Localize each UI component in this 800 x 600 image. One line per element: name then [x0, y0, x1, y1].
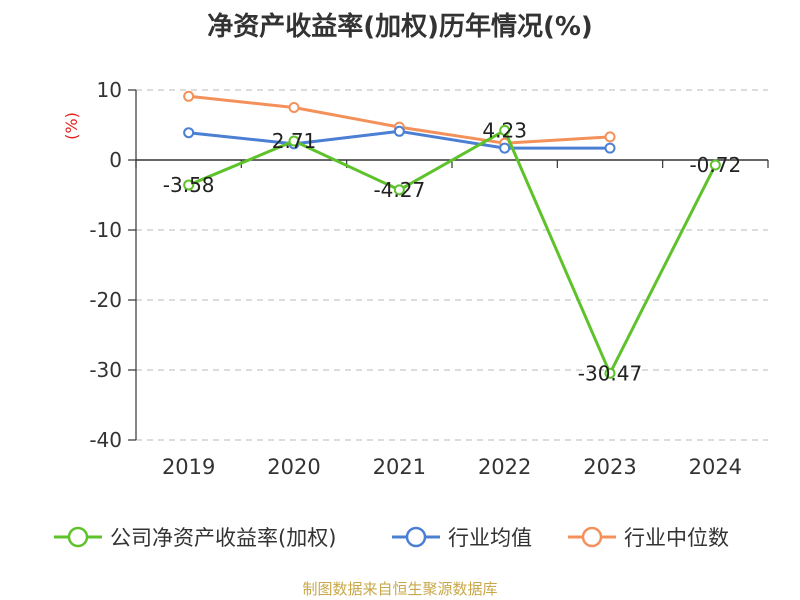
data-point	[604, 367, 616, 379]
data-label: -4.27	[373, 178, 425, 202]
data-point	[288, 135, 300, 147]
legend-marker-icon	[568, 526, 616, 548]
y-axis-label: (%)	[62, 112, 81, 140]
data-point	[499, 142, 511, 154]
x-tick-label: 2024	[689, 455, 742, 479]
data-point	[393, 184, 405, 196]
legend-label: 行业中位数	[624, 526, 729, 550]
series-line	[188, 128, 717, 375]
legend-item[interactable]: 行业均值	[392, 520, 532, 554]
chart-title: 净资产收益率(加权)历年情况(%)	[207, 12, 593, 42]
y-tick-label: -10	[89, 218, 122, 242]
data-point	[604, 131, 616, 143]
data-label: -0.72	[689, 153, 741, 177]
x-tick-label: 2023	[583, 455, 636, 479]
x-tick-label: 2022	[478, 455, 531, 479]
y-tick-label: -20	[89, 288, 122, 312]
y-tick-label: 10	[97, 78, 122, 102]
legend-marker-icon	[54, 526, 102, 548]
data-label: -30.47	[578, 361, 642, 385]
data-label: 2.71	[272, 129, 317, 153]
data-label: 4.23	[482, 118, 527, 142]
data-point	[604, 142, 616, 154]
data-point	[499, 124, 511, 136]
y-tick-label: 0	[109, 148, 122, 172]
legend-label: 行业均值	[448, 526, 532, 550]
source-note: 制图数据来自恒生聚源数据库	[302, 580, 498, 598]
legend-marker-icon	[392, 526, 440, 548]
x-tick-label: 2021	[373, 455, 426, 479]
data-label: -3.58	[163, 173, 215, 197]
data-point	[183, 179, 195, 191]
legend-item[interactable]: 行业中位数	[568, 520, 729, 554]
data-point	[709, 159, 721, 171]
legend-item[interactable]: 公司净资产收益率(加权)	[54, 520, 336, 554]
data-point	[183, 127, 195, 139]
legend: 公司净资产收益率(加权) 行业均值 行业中位数	[0, 520, 800, 554]
data-point	[393, 125, 405, 137]
y-tick-label: -30	[89, 358, 122, 382]
data-point	[288, 102, 300, 113]
x-tick-label: 2019	[162, 455, 215, 479]
data-point	[183, 90, 195, 102]
y-tick-label: -40	[89, 428, 122, 452]
legend-label: 公司净资产收益率(加权)	[110, 526, 337, 550]
x-tick-label: 2020	[267, 455, 320, 479]
